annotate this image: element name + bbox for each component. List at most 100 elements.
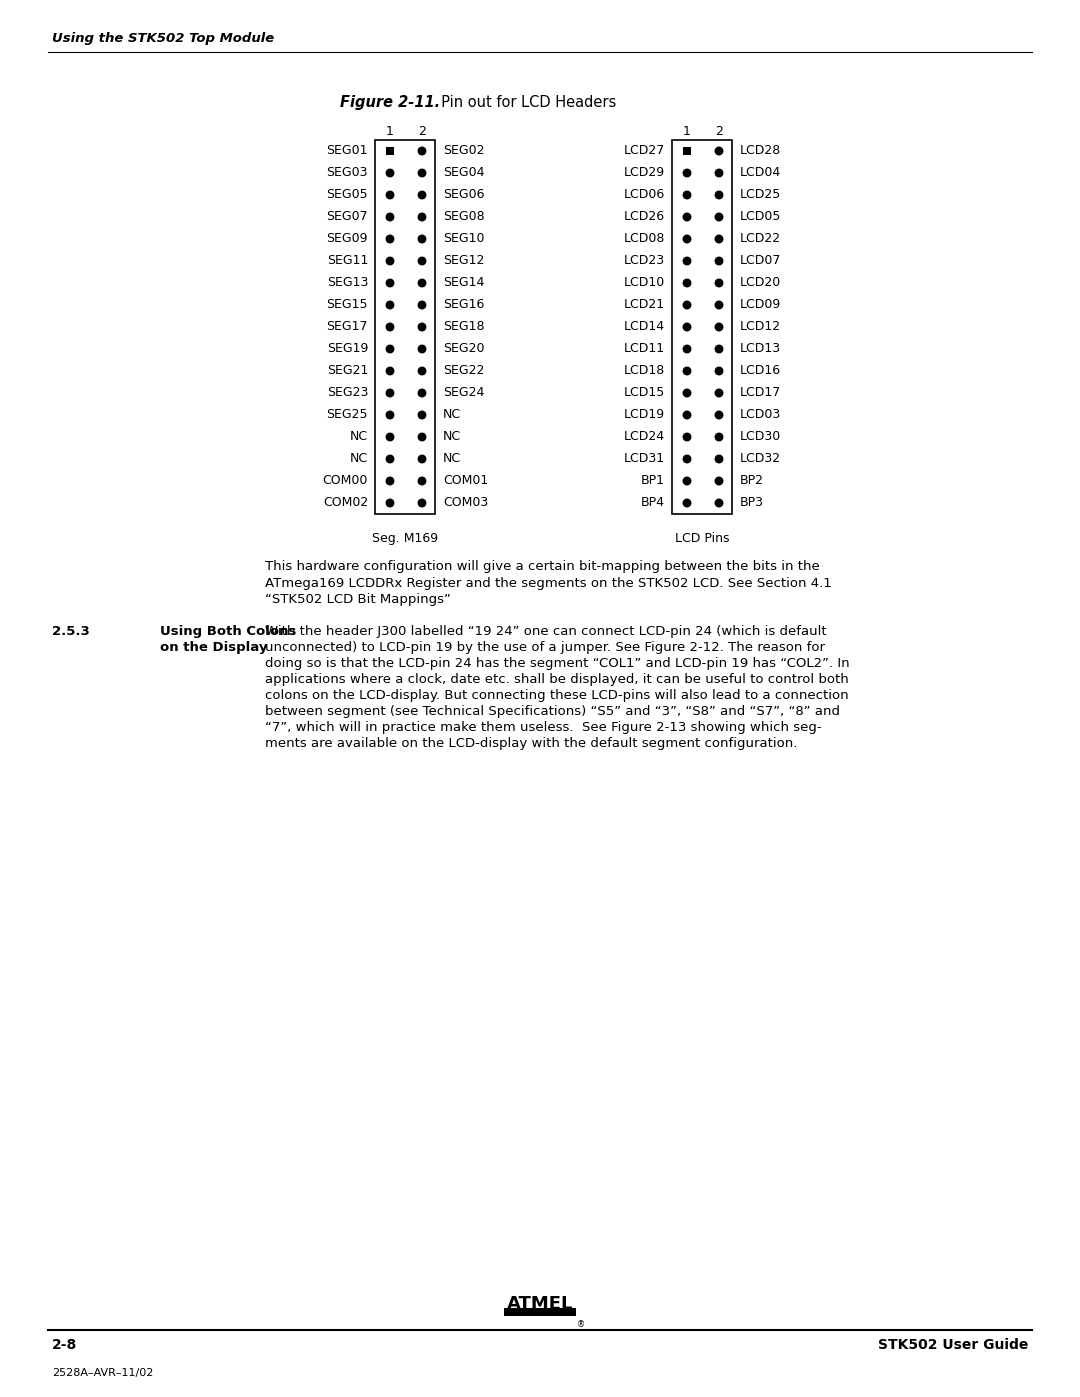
Text: LCD10: LCD10 <box>624 277 665 289</box>
Circle shape <box>715 235 723 243</box>
Text: SEG07: SEG07 <box>326 211 368 224</box>
Circle shape <box>418 390 426 397</box>
Text: ®: ® <box>577 1320 585 1329</box>
Text: 2: 2 <box>715 124 723 138</box>
Text: SEG11: SEG11 <box>326 254 368 267</box>
Text: LCD13: LCD13 <box>740 342 781 355</box>
Circle shape <box>387 478 394 485</box>
Text: SEG21: SEG21 <box>326 365 368 377</box>
Text: SEG10: SEG10 <box>443 232 485 246</box>
Circle shape <box>684 214 691 221</box>
Text: Using the STK502 Top Module: Using the STK502 Top Module <box>52 32 274 45</box>
Text: LCD23: LCD23 <box>624 254 665 267</box>
Text: COM02: COM02 <box>323 496 368 510</box>
Text: NC: NC <box>350 453 368 465</box>
Text: COM01: COM01 <box>443 475 488 488</box>
Circle shape <box>418 455 426 462</box>
Text: LCD06: LCD06 <box>624 189 665 201</box>
Text: LCD27: LCD27 <box>624 144 665 158</box>
Circle shape <box>715 169 723 177</box>
Text: 1: 1 <box>683 124 691 138</box>
Text: “STK502 LCD Bit Mappings”: “STK502 LCD Bit Mappings” <box>265 592 450 606</box>
Circle shape <box>715 214 723 221</box>
Text: LCD04: LCD04 <box>740 166 781 179</box>
Circle shape <box>684 455 691 462</box>
Text: SEG02: SEG02 <box>443 144 485 158</box>
Text: SEG16: SEG16 <box>443 299 484 312</box>
Text: 2-8: 2-8 <box>52 1338 78 1352</box>
Text: NC: NC <box>443 430 461 443</box>
Text: ATmega169 LCDDRx Register and the segments on the STK502 LCD. See Section 4.1: ATmega169 LCDDRx Register and the segmen… <box>265 577 832 590</box>
Circle shape <box>418 499 426 507</box>
Circle shape <box>418 411 426 419</box>
Circle shape <box>418 345 426 353</box>
Circle shape <box>715 367 723 374</box>
Circle shape <box>387 235 394 243</box>
Text: LCD08: LCD08 <box>623 232 665 246</box>
Circle shape <box>684 433 691 440</box>
Circle shape <box>715 257 723 265</box>
Text: BP4: BP4 <box>642 496 665 510</box>
Circle shape <box>387 345 394 353</box>
Text: LCD03: LCD03 <box>740 408 781 422</box>
Text: SEG05: SEG05 <box>326 189 368 201</box>
Text: STK502 User Guide: STK502 User Guide <box>878 1338 1028 1352</box>
Circle shape <box>387 302 394 309</box>
Bar <box>672 140 732 514</box>
Circle shape <box>715 455 723 462</box>
Circle shape <box>684 499 691 507</box>
Circle shape <box>387 455 394 462</box>
Text: LCD07: LCD07 <box>740 254 781 267</box>
Circle shape <box>387 323 394 331</box>
Text: LCD32: LCD32 <box>740 453 781 465</box>
Text: SEG03: SEG03 <box>326 166 368 179</box>
Text: SEG17: SEG17 <box>326 320 368 334</box>
Text: LCD18: LCD18 <box>624 365 665 377</box>
Text: 1: 1 <box>386 124 394 138</box>
Circle shape <box>715 345 723 353</box>
Circle shape <box>387 367 394 374</box>
Circle shape <box>684 235 691 243</box>
Text: SEG08: SEG08 <box>443 211 485 224</box>
Text: Seg. M169: Seg. M169 <box>372 532 438 545</box>
Text: 2: 2 <box>418 124 426 138</box>
Circle shape <box>387 499 394 507</box>
Text: ATMEL: ATMEL <box>507 1295 573 1313</box>
Circle shape <box>387 191 394 198</box>
Text: LCD12: LCD12 <box>740 320 781 334</box>
Circle shape <box>387 169 394 177</box>
Text: NC: NC <box>350 430 368 443</box>
Text: LCD25: LCD25 <box>740 189 781 201</box>
Bar <box>387 147 394 155</box>
Text: LCD26: LCD26 <box>624 211 665 224</box>
Text: “7”, which will in practice make them useless.  See Figure 2-13 showing which se: “7”, which will in practice make them us… <box>265 721 822 733</box>
Text: unconnected) to LCD-pin 19 by the use of a jumper. See Figure 2-12. The reason f: unconnected) to LCD-pin 19 by the use of… <box>265 641 825 654</box>
Text: LCD24: LCD24 <box>624 430 665 443</box>
Bar <box>504 1308 576 1316</box>
Text: SEG20: SEG20 <box>443 342 485 355</box>
Text: applications where a clock, date etc. shall be displayed, it can be useful to co: applications where a clock, date etc. sh… <box>265 673 849 686</box>
Circle shape <box>684 323 691 331</box>
Text: SEG15: SEG15 <box>326 299 368 312</box>
Text: LCD20: LCD20 <box>740 277 781 289</box>
Text: 2.5.3: 2.5.3 <box>52 624 90 638</box>
Circle shape <box>418 235 426 243</box>
Text: LCD05: LCD05 <box>740 211 781 224</box>
Text: SEG23: SEG23 <box>326 387 368 400</box>
Text: SEG06: SEG06 <box>443 189 485 201</box>
Text: NC: NC <box>443 408 461 422</box>
Circle shape <box>418 478 426 485</box>
Text: Pin out for LCD Headers: Pin out for LCD Headers <box>432 95 617 110</box>
Circle shape <box>418 214 426 221</box>
Text: LCD21: LCD21 <box>624 299 665 312</box>
Circle shape <box>715 478 723 485</box>
Circle shape <box>418 191 426 198</box>
Circle shape <box>684 169 691 177</box>
Bar <box>375 140 435 514</box>
Text: BP2: BP2 <box>740 475 764 488</box>
Circle shape <box>387 214 394 221</box>
Text: SEG22: SEG22 <box>443 365 484 377</box>
Text: on the Display: on the Display <box>160 641 268 654</box>
Circle shape <box>715 323 723 331</box>
Circle shape <box>684 302 691 309</box>
